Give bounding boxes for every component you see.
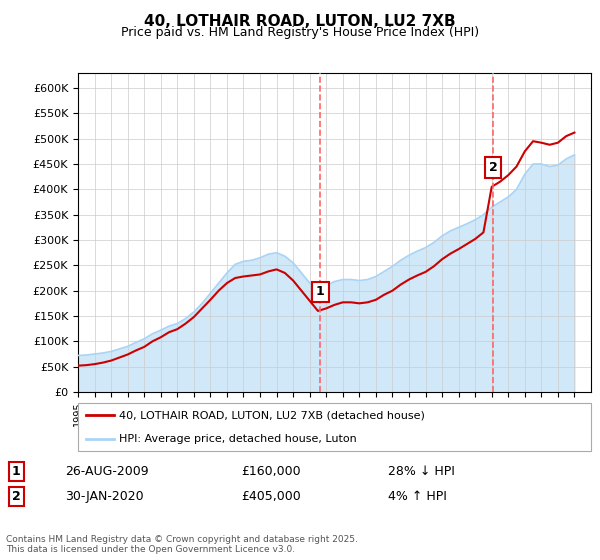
Text: £405,000: £405,000 xyxy=(241,490,301,503)
Text: 28% ↓ HPI: 28% ↓ HPI xyxy=(388,465,455,478)
Text: 4% ↑ HPI: 4% ↑ HPI xyxy=(388,490,447,503)
Text: 2: 2 xyxy=(488,161,497,174)
Text: £160,000: £160,000 xyxy=(241,465,301,478)
Text: Contains HM Land Registry data © Crown copyright and database right 2025.
This d: Contains HM Land Registry data © Crown c… xyxy=(6,535,358,554)
Text: Price paid vs. HM Land Registry's House Price Index (HPI): Price paid vs. HM Land Registry's House … xyxy=(121,26,479,39)
Text: 1: 1 xyxy=(12,465,20,478)
Text: 40, LOTHAIR ROAD, LUTON, LU2 7XB (detached house): 40, LOTHAIR ROAD, LUTON, LU2 7XB (detach… xyxy=(119,410,425,420)
Text: 2: 2 xyxy=(12,490,20,503)
Text: 30-JAN-2020: 30-JAN-2020 xyxy=(65,490,143,503)
Text: 26-AUG-2009: 26-AUG-2009 xyxy=(65,465,148,478)
Text: HPI: Average price, detached house, Luton: HPI: Average price, detached house, Luto… xyxy=(119,434,357,444)
FancyBboxPatch shape xyxy=(78,403,591,451)
Text: 1: 1 xyxy=(316,285,325,298)
Text: 40, LOTHAIR ROAD, LUTON, LU2 7XB: 40, LOTHAIR ROAD, LUTON, LU2 7XB xyxy=(144,14,456,29)
